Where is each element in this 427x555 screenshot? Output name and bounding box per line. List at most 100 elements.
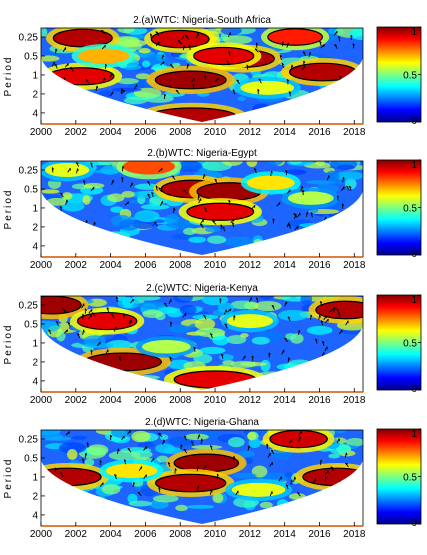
x-tick-label: 2004 bbox=[99, 395, 122, 406]
coherence-texture bbox=[191, 445, 222, 449]
coherence-texture bbox=[139, 48, 151, 54]
significant-region bbox=[78, 48, 129, 63]
significant-region bbox=[106, 464, 157, 479]
y-tick-label: 1 bbox=[32, 338, 38, 349]
phase-arrow-head bbox=[162, 168, 163, 170]
coherence-texture bbox=[309, 208, 318, 213]
x-tick-label: 2018 bbox=[343, 127, 366, 138]
significant-region bbox=[45, 163, 89, 177]
panel-title: 2.(b)WTC: Nigeria-Egypt bbox=[147, 148, 257, 159]
phase-arrow-head bbox=[324, 44, 325, 46]
x-tick-label: 2018 bbox=[343, 260, 366, 271]
significant-region bbox=[151, 31, 209, 48]
x-tick-label: 2006 bbox=[134, 395, 157, 406]
phase-arrow-head bbox=[212, 490, 213, 492]
y-tick-label: 0.25 bbox=[19, 32, 39, 43]
coherence-texture bbox=[199, 347, 225, 354]
coherence-texture bbox=[337, 165, 355, 170]
coherence-texture bbox=[62, 192, 73, 200]
significant-region bbox=[174, 454, 238, 472]
coherence-texture bbox=[165, 214, 179, 225]
coherence-heatmap bbox=[14, 291, 382, 393]
colorbar-tick-label: 0.5 bbox=[403, 204, 417, 215]
y-tick-label: 4 bbox=[32, 510, 38, 521]
significant-region bbox=[142, 340, 191, 354]
coherence-texture bbox=[192, 336, 204, 342]
x-tick-label: 2006 bbox=[134, 127, 157, 138]
coherence-texture bbox=[117, 25, 134, 33]
phase-arrow-head bbox=[288, 43, 289, 45]
coherence-texture bbox=[109, 451, 141, 461]
x-tick-label: 2018 bbox=[343, 395, 366, 406]
x-tick-label: 2006 bbox=[134, 529, 157, 540]
colorbar-tick-label: 0 bbox=[411, 116, 417, 127]
x-tick-label: 2010 bbox=[204, 260, 227, 271]
panel-title: 2.(a)WTC: Nigeria-South Africa bbox=[133, 15, 271, 26]
phase-arrow-head bbox=[254, 205, 255, 207]
significant-region bbox=[270, 430, 327, 447]
significant-region bbox=[247, 176, 295, 191]
coherence-texture bbox=[129, 501, 152, 507]
colorbar-tick-label: 1 bbox=[411, 27, 417, 38]
x-tick-label: 2008 bbox=[169, 260, 192, 271]
wtc-panel-1: 2.(a)WTC: Nigeria-South Africa0.250.5124… bbox=[3, 15, 421, 138]
colorbar: 00.51 bbox=[377, 160, 421, 260]
coherence-texture bbox=[260, 502, 273, 509]
x-tick-label: 2016 bbox=[308, 260, 331, 271]
significant-region bbox=[77, 313, 136, 330]
coherence-texture bbox=[335, 429, 346, 433]
coherence-texture bbox=[219, 354, 234, 361]
coherence-texture bbox=[45, 436, 72, 441]
coherence-texture bbox=[349, 28, 375, 40]
y-tick-label: 0.5 bbox=[24, 319, 38, 330]
x-tick-label: 2002 bbox=[65, 127, 88, 138]
x-tick-label: 2014 bbox=[274, 529, 297, 540]
y-axis-label: Period bbox=[3, 189, 14, 230]
coherence-texture bbox=[231, 300, 256, 309]
coherence-heatmap bbox=[31, 154, 367, 257]
coherence-texture bbox=[136, 302, 167, 309]
coherence-texture bbox=[107, 193, 124, 202]
coherence-texture bbox=[122, 297, 134, 308]
coherence-texture bbox=[71, 436, 86, 440]
y-tick-label: 4 bbox=[32, 108, 38, 119]
x-tick-label: 2004 bbox=[99, 260, 122, 271]
coherence-texture bbox=[207, 235, 226, 243]
y-tick-label: 1 bbox=[32, 70, 38, 81]
colorbar-tick-label: 0 bbox=[411, 384, 417, 395]
y-tick-label: 0.5 bbox=[24, 453, 38, 464]
colorbar-tick-label: 0.5 bbox=[403, 339, 417, 350]
colorbar-tick-label: 0 bbox=[411, 518, 417, 529]
x-tick-label: 2012 bbox=[239, 260, 262, 271]
coherence-texture bbox=[175, 505, 188, 511]
x-tick-label: 2008 bbox=[169, 529, 192, 540]
colorbar-tick-label: 0 bbox=[411, 249, 417, 260]
y-axis-label: Period bbox=[3, 324, 14, 365]
coherence-texture bbox=[187, 505, 215, 509]
x-tick-label: 2016 bbox=[308, 529, 331, 540]
coherence-texture bbox=[188, 237, 206, 243]
coherence-texture bbox=[205, 227, 220, 233]
x-tick-label: 2016 bbox=[308, 395, 331, 406]
coherence-texture bbox=[142, 61, 150, 68]
coherence-texture bbox=[212, 335, 229, 345]
phase-arrow-head bbox=[204, 174, 205, 176]
significant-region bbox=[241, 81, 295, 95]
x-tick-label: 2016 bbox=[308, 127, 331, 138]
coherence-texture bbox=[39, 27, 47, 37]
coherence-texture bbox=[134, 210, 159, 222]
coherence-texture bbox=[180, 305, 197, 315]
coherence-texture bbox=[185, 434, 209, 440]
significant-region bbox=[156, 474, 226, 492]
x-tick-label: 2004 bbox=[99, 529, 122, 540]
coherence-texture bbox=[228, 437, 245, 447]
phase-arrow-head bbox=[233, 219, 234, 221]
colorbar: 00.51 bbox=[377, 429, 421, 529]
x-tick-label: 2004 bbox=[99, 127, 122, 138]
significant-region bbox=[155, 71, 226, 89]
y-tick-label: 0.25 bbox=[19, 300, 39, 311]
coherence-texture bbox=[118, 220, 140, 231]
phase-arrow-head bbox=[298, 226, 299, 228]
x-tick-label: 2002 bbox=[65, 260, 88, 271]
